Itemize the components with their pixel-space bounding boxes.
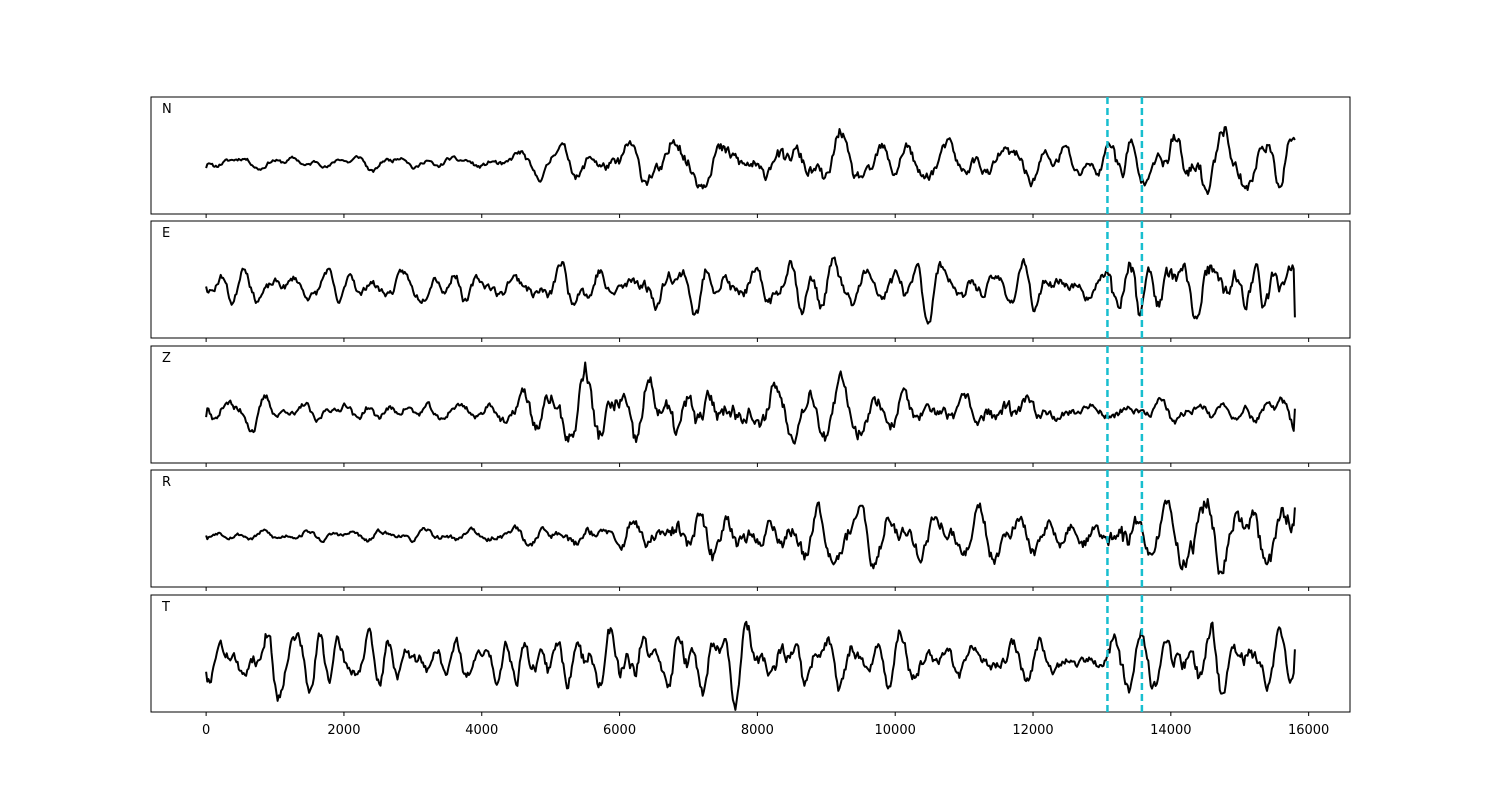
panel-frame [150,594,1351,713]
x-tick-label: 12000 [1012,723,1053,738]
panel-t: T [150,594,1351,716]
trace-n [205,126,1296,195]
panel-z: Z [150,345,1351,467]
trace-t [205,620,1296,711]
panel-frame [150,220,1351,339]
panel-n: N [150,96,1351,218]
x-tick-label: 16000 [1288,723,1329,738]
panel-label: T [161,600,170,615]
x-tick-label: 10000 [875,723,916,738]
trace-z [205,361,1296,445]
trace-e [205,256,1296,325]
trace-r [205,498,1296,575]
x-tick-label: 8000 [741,723,774,738]
panels-group: N E Z R T [150,96,1351,716]
panel-frame [150,469,1351,588]
x-tick-label: 4000 [465,723,498,738]
panel-label: R [162,475,171,490]
panel-label: N [162,102,172,117]
panel-e: E [150,220,1351,342]
x-tick-label: 6000 [603,723,636,738]
panel-label: E [162,226,170,241]
panel-frame [150,96,1351,215]
x-tick-label: 14000 [1150,723,1191,738]
x-tick-label: 2000 [327,723,360,738]
x-tick-label: 0 [202,723,210,738]
panel-label: Z [162,351,171,366]
panel-frame [150,345,1351,464]
x-axis: 0 2000 4000 6000 8000 10000 12000 14000 16000 [202,723,1329,738]
panel-r: R [150,469,1351,591]
